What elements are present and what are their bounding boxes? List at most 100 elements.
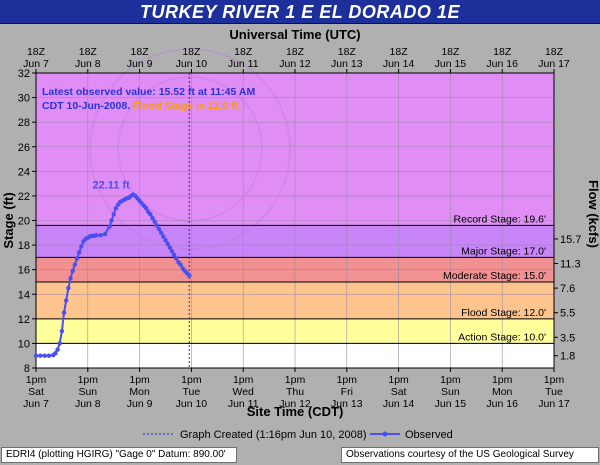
- observed-point: [72, 262, 78, 267]
- observed-point: [68, 276, 73, 281]
- observed-point: [111, 212, 116, 217]
- x-tick-label-day: Mon: [129, 386, 150, 398]
- x-tick-label-date: Jun 13: [331, 398, 363, 410]
- y-tick-label: 10: [18, 338, 30, 350]
- flood-stage-text: Flood Stage is 12.0 ft.: [133, 100, 241, 112]
- observed-point: [94, 233, 99, 238]
- observed-point: [174, 256, 179, 261]
- x-tick-label-time: 1pm: [26, 374, 47, 386]
- x-tick-label-day: Mon: [492, 386, 513, 398]
- x-top-tick-label-time: 18Z: [545, 46, 564, 58]
- observed-point: [59, 328, 65, 334]
- x-tick-label-time: 1pm: [181, 374, 202, 386]
- threshold-label-major: Major Stage: 17.0': [461, 245, 546, 257]
- x-tick-label-day: Fri: [341, 386, 353, 398]
- flow-tick-label: 15.7: [560, 234, 581, 246]
- x-top-tick-label-time: 18Z: [131, 46, 150, 58]
- observed-point: [152, 219, 157, 224]
- x-top-tick-label-time: 18Z: [234, 46, 253, 58]
- observed-point: [61, 310, 67, 315]
- x-tick-label-time: 1pm: [129, 374, 150, 386]
- threshold-lines: Action Stage: 10.0' Flood Stage: 12.0' Mod…: [36, 213, 554, 344]
- observed-point: [98, 233, 103, 238]
- x-tick-label-date: Jun 14: [383, 398, 415, 410]
- observed-point: [70, 268, 75, 274]
- y-tick-label: 24: [18, 166, 30, 178]
- footer-credit: Observations courtesy of the US Geologic…: [341, 447, 599, 463]
- x-top-tick-label-date: Jun 14: [383, 58, 415, 70]
- x-tick-label-time: 1pm: [233, 374, 254, 386]
- chart-title-bar: TURKEY RIVER 1 E EL DORADO 1E: [0, 0, 600, 24]
- observed-point: [113, 206, 119, 211]
- observed-point: [167, 245, 173, 250]
- legend-observed-dot: [382, 431, 388, 437]
- observed-point: [76, 250, 82, 255]
- latest-value-text: Latest observed value: 15.52 ft at 11:45…: [38, 82, 266, 116]
- x-tick-label-date: Jun 15: [435, 398, 467, 410]
- observed-point: [161, 234, 166, 239]
- flow-tick-label: 11.3: [560, 259, 581, 271]
- x-tick-label-time: 1pm: [78, 374, 99, 386]
- x-tick-label-date: Jun 10: [176, 398, 208, 410]
- x-top-tick-label-time: 18Z: [79, 46, 98, 58]
- x-tick-label-time: 1pm: [285, 374, 306, 386]
- x-top-tick-label-date: Jun 12: [279, 58, 311, 70]
- peak-label: 22.11 ft: [92, 180, 130, 192]
- y-tick-label: 12: [18, 314, 30, 326]
- observed-point: [57, 341, 62, 346]
- x-tick-label-time: 1pm: [440, 374, 461, 386]
- observed-point: [165, 241, 170, 247]
- x-top-tick-label-date: Jun 7: [23, 58, 49, 70]
- observed-point: [42, 353, 47, 358]
- hydrograph-chart: Action Stage: 10.0' Flood Stage: 12.0' Mod…: [1, 27, 600, 441]
- x-top-tick-label-date: Jun 9: [127, 58, 153, 70]
- x-tick-label-date: Jun 8: [75, 398, 101, 410]
- x-top-tick-label-time: 18Z: [441, 46, 460, 58]
- x-axis-title: Site Time (CDT): [247, 404, 344, 419]
- x-tick-label-day: Sun: [441, 386, 460, 398]
- observed-point: [156, 226, 162, 232]
- x-top-tick-label-date: Jun 16: [486, 58, 518, 70]
- x-tick-label-date: Jun 11: [228, 398, 259, 410]
- observed-point: [171, 252, 177, 258]
- x-tick-label-day: Tue: [545, 386, 563, 398]
- x2-axis-title: Universal Time (UTC): [229, 27, 360, 42]
- threshold-label-action: Action Stage: 10.0': [458, 331, 546, 343]
- footer-datum: EDRI4 (plotting HGIRG) "Gage 0" Datum: 8…: [1, 447, 237, 463]
- x-top-tick-label-date: Jun 15: [435, 58, 467, 70]
- x-tick-label-date: Jun 16: [486, 398, 518, 410]
- threshold-label-moderate: Moderate Stage: 15.0': [443, 270, 546, 282]
- x-top-tick-label-date: Jun 8: [75, 58, 101, 70]
- axes: 8 10 12 14 16 18 20 22 24 26 28 30 32 1.8 3.5 5.5 7.6 11.…: [18, 46, 582, 410]
- observed-point: [158, 230, 164, 235]
- observed-point: [148, 212, 153, 217]
- observed-point: [143, 206, 149, 211]
- x-tick-label-time: 1pm: [337, 374, 358, 386]
- observed-point: [46, 353, 52, 358]
- observed-point: [33, 353, 39, 358]
- y-tick-label: 8: [24, 363, 30, 375]
- noaa-watermark: [89, 48, 291, 250]
- x-top-tick-label-date: Jun 10: [176, 58, 208, 70]
- x-tick-label-time: 1pm: [492, 374, 513, 386]
- y-axis-title: Stage (ft): [1, 192, 16, 248]
- chart-title: TURKEY RIVER 1 E EL DORADO 1E: [140, 2, 460, 22]
- observed-point: [79, 244, 84, 249]
- y-tick-label: 26: [18, 142, 30, 154]
- legend: Graph Created (1:16pm Jun 10, 2008) Obser…: [143, 429, 453, 441]
- y-tick-label: 30: [18, 93, 30, 105]
- x-tick-label-date: Jun 9: [127, 398, 153, 410]
- observed-point: [169, 249, 175, 254]
- observed-point: [53, 351, 58, 356]
- observed-point: [150, 215, 155, 221]
- observed-point: [154, 223, 160, 228]
- y-tick-label: 28: [18, 117, 30, 129]
- observed-point: [107, 224, 112, 229]
- y-tick-label: 14: [18, 289, 30, 301]
- x-top-tick-label-time: 18Z: [182, 46, 201, 58]
- x-tick-label-date: Jun 7: [23, 398, 49, 410]
- latest-observed-text: Latest observed value: 15.52 ft at 11:45…: [42, 86, 256, 112]
- x-tick-label-day: Sun: [78, 386, 97, 398]
- y-tick-label: 22: [18, 191, 30, 203]
- flow-tick-label: 5.5: [560, 308, 575, 320]
